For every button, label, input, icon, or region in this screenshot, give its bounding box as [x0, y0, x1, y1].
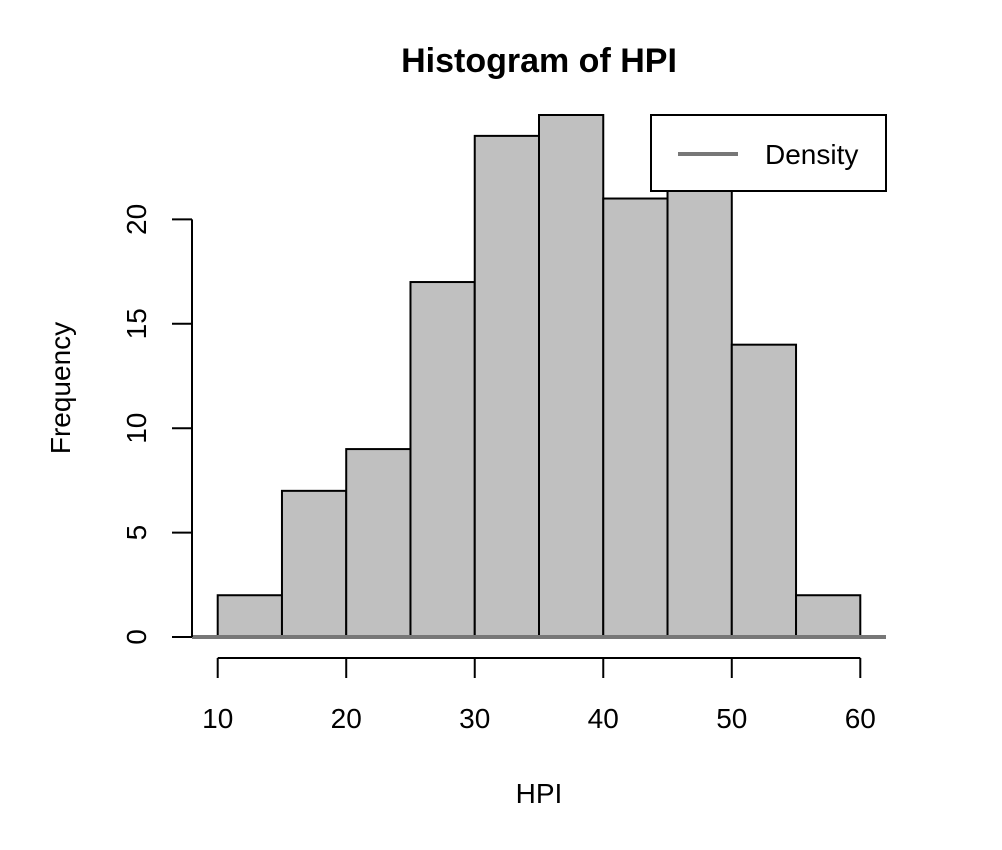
x-tick-label: 40	[588, 703, 619, 734]
y-tick-label: 10	[121, 413, 152, 444]
legend-label: Density	[765, 139, 858, 170]
histogram-bar	[666, 176, 733, 638]
x-tick-label: 20	[331, 703, 362, 734]
x-tick-label: 60	[845, 703, 876, 734]
bars-group	[216, 114, 862, 639]
histogram-bar	[345, 448, 412, 638]
histogram-bar	[280, 489, 348, 638]
histogram-bar	[602, 197, 669, 639]
histogram-bar	[409, 281, 476, 638]
chart-title: Histogram of HPI	[401, 42, 677, 80]
y-tick-label: 20	[121, 204, 152, 235]
x-tick-label: 50	[716, 703, 747, 734]
y-axis-label: Frequency	[45, 322, 76, 454]
y-tick-label: 5	[121, 525, 152, 541]
histogram-bar	[473, 134, 541, 638]
histogram-bar	[795, 594, 862, 638]
y-tick-label: 15	[121, 308, 152, 339]
histogram-bar	[216, 594, 283, 638]
x-tick-label: 30	[459, 703, 490, 734]
x-axis-label: HPI	[516, 778, 563, 809]
histogram-bar	[538, 114, 605, 638]
y-axis: 0 5 10 15 20	[121, 204, 193, 645]
x-tick-label: 10	[202, 703, 233, 734]
histogram-bar	[730, 343, 798, 638]
y-tick-label: 0	[121, 629, 152, 645]
legend: Density	[650, 114, 887, 192]
x-axis: 10 20 30 40 50 60	[202, 657, 876, 734]
